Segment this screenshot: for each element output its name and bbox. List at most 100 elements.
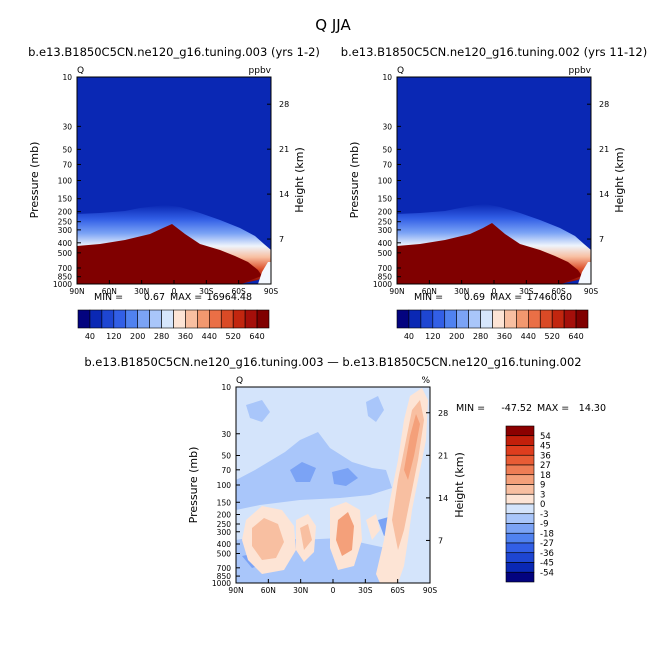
panel-a-y2ticks: 28 21 14 7	[267, 100, 289, 244]
colorbar-swatch	[505, 435, 535, 446]
colorbar-label: 36	[540, 451, 551, 461]
panel-c-min-label: MIN =	[456, 403, 485, 414]
colorbar-swatch	[408, 309, 422, 329]
colorbar-swatch	[173, 309, 186, 329]
x-tick-label: 30N	[454, 287, 469, 296]
colorbar-swatch	[505, 562, 535, 573]
y-tick-label: 850	[217, 572, 232, 581]
y-tick-label: 30	[62, 122, 72, 131]
colorbar-label: -9	[540, 520, 548, 530]
panel-a-xticks: 90N 60N 30N 0 30S 60S 90S	[69, 280, 278, 296]
colorbar-swatch	[505, 552, 535, 563]
y-tick-label: 150	[58, 195, 73, 204]
colorbar-swatch	[505, 503, 535, 515]
y-tick-label: 200	[217, 511, 232, 520]
x-tick-label: 90N	[69, 287, 84, 296]
y-tick-label: 1000	[212, 579, 231, 588]
y-tick-label: 150	[217, 498, 232, 507]
x-tick-label: 90S	[264, 287, 279, 296]
panel-a-title: b.e13.B1850C5CN.ne120_g16.tuning.003 (yr…	[28, 45, 320, 59]
y-tick-label: 400	[217, 540, 232, 549]
y2-tick-label: 21	[279, 145, 289, 154]
y-tick-label: 10	[221, 383, 231, 392]
colorbar-label: 40	[85, 332, 95, 341]
x-tick-label: 30S	[358, 586, 373, 595]
panel-a-plot	[77, 77, 271, 284]
colorbar-swatch	[505, 445, 535, 456]
panel-a-max-value: 16964.48	[207, 292, 252, 303]
panel-c-xticks: 90N 60N 30N 0 30S 60S 90S	[228, 579, 437, 595]
panel-b-max-label: MAX =	[490, 292, 522, 303]
colorbar-swatch	[256, 309, 270, 329]
y-tick-label: 150	[378, 195, 393, 204]
y-tick-label: 250	[58, 218, 73, 227]
colorbar-label: -45	[540, 559, 554, 569]
y-tick-label: 250	[217, 520, 232, 529]
panel-c-max-label: MAX =	[537, 403, 569, 414]
colorbar-label: 360	[178, 332, 193, 341]
panel-b-colorbar: 40 120 200 280 360 440 520 640	[396, 309, 589, 341]
x-tick-label: 60N	[102, 287, 117, 296]
panel-b-ylabel: Pressure (mb)	[348, 142, 361, 219]
colorbar-swatch	[244, 309, 258, 329]
colorbar-label: -54	[540, 568, 554, 578]
panel-b-surface-gap	[578, 262, 591, 284]
colorbar-swatch	[161, 309, 174, 329]
colorbar-label: 520	[226, 332, 241, 341]
colorbar-swatch	[516, 309, 529, 329]
x-tick-label: 60S	[232, 287, 247, 296]
colorbar-label: 640	[249, 332, 264, 341]
colorbar-swatch	[539, 309, 553, 329]
colorbar-label: 440	[202, 332, 217, 341]
y2-tick-label: 28	[279, 100, 289, 109]
y-tick-label: 500	[58, 249, 73, 258]
colorbar-label: 40	[404, 332, 414, 341]
panel-c-ylabel: Pressure (mb)	[187, 447, 200, 524]
panel-a-min-label: MIN =	[94, 292, 123, 303]
colorbar-swatch	[505, 513, 535, 524]
y-tick-label: 1000	[53, 280, 72, 289]
y-tick-label: 200	[378, 208, 393, 217]
panel-a-y2label: Height (km)	[293, 147, 306, 213]
x-tick-label: 60S	[391, 586, 406, 595]
panel-b: b.e13.B1850C5CN.ne120_g16.tuning.002 (yr…	[341, 45, 647, 341]
colorbar-label: 360	[497, 332, 512, 341]
colorbar-label: 54	[540, 432, 551, 442]
colorbar-swatch	[505, 493, 535, 505]
colorbar-label: 0	[540, 500, 545, 510]
colorbar-swatch	[444, 309, 457, 329]
colorbar-swatch	[101, 309, 115, 329]
colorbar-label: -27	[540, 539, 554, 549]
y2-tick-label: 28	[599, 100, 609, 109]
colorbar-swatch	[149, 309, 162, 329]
y-tick-label: 100	[217, 481, 232, 490]
colorbar-swatch	[575, 309, 589, 329]
colorbar-swatch	[468, 309, 481, 329]
panel-c-y2label: Height (km)	[453, 452, 466, 518]
y-tick-label: 700	[378, 264, 393, 273]
panel-c-positive-region	[404, 414, 420, 480]
colorbar-label: 120	[106, 332, 121, 341]
colorbar-swatch	[505, 474, 535, 485]
y2-tick-label: 14	[599, 190, 609, 199]
colorbar-swatch	[505, 523, 535, 534]
x-tick-label: 90N	[389, 287, 404, 296]
colorbar-swatch	[505, 542, 535, 554]
colorbar-label: 200	[449, 332, 464, 341]
y-tick-label: 100	[378, 177, 393, 186]
y-tick-label: 70	[62, 160, 72, 169]
panel-a-min-value: 0.67	[144, 292, 165, 303]
panel-b-right-string: ppbv	[569, 66, 592, 76]
colorbar-swatch	[125, 309, 138, 329]
x-tick-label: 90S	[423, 586, 438, 595]
y-tick-label: 300	[58, 226, 73, 235]
panel-c-min-value: -47.52	[501, 403, 532, 414]
y2-tick-label: 21	[438, 451, 448, 460]
colorbar-swatch	[89, 309, 103, 329]
x-tick-label: 90N	[228, 586, 243, 595]
y-tick-label: 300	[217, 528, 232, 537]
y2-tick-label: 7	[279, 235, 284, 244]
panel-c-negative-region	[332, 468, 358, 486]
